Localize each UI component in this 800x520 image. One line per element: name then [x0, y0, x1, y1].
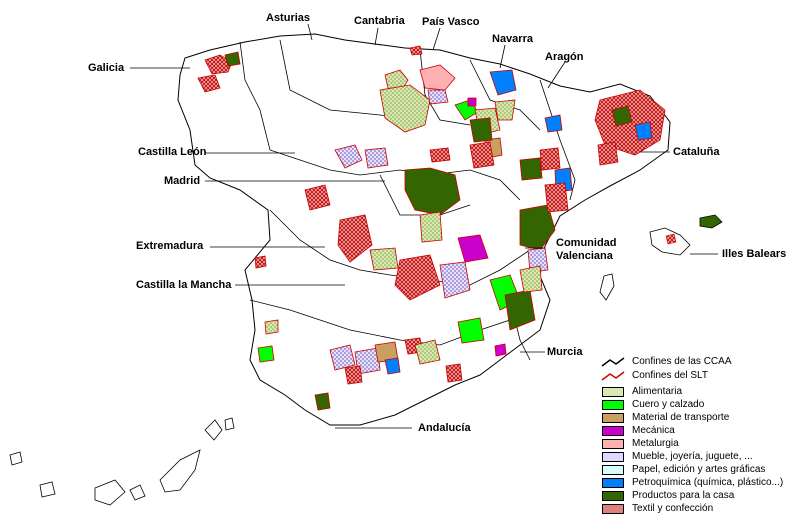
canary-islands [9, 417, 235, 506]
legend-label: Confines de las CCAA [632, 356, 732, 367]
legend-label: Petroquímica (química, plástico...) [632, 477, 784, 488]
label-murcia: Murcia [547, 346, 583, 358]
ccaa-border-icon [601, 357, 625, 367]
label-castilla-leon: Castilla León [138, 146, 207, 158]
legend-label: Textil y confección [632, 503, 714, 514]
label-comunidad-valenciana-text: Comunidad Valenciana [556, 237, 617, 262]
legend-swatch [602, 504, 624, 514]
legend-swatch [602, 426, 624, 436]
legend-swatch [602, 387, 624, 397]
legend-label: Material de transporte [632, 412, 730, 423]
label-cataluna: Cataluña [673, 146, 720, 158]
label-illes-balears: Illes Balears [722, 248, 787, 260]
label-madrid: Madrid [164, 175, 201, 187]
legend-label: Mecánica [632, 425, 675, 436]
label-pais-vasco: País Vasco [422, 16, 480, 28]
legend-swatch [602, 491, 624, 501]
legend-swatch [602, 452, 624, 462]
slt-districts [197, 45, 666, 411]
leader-lines [130, 23, 718, 429]
legend-swatch [602, 400, 624, 410]
label-castilla-mancha: Castilla la Mancha [136, 279, 232, 291]
legend-swatch [602, 439, 624, 449]
label-asturias: Asturias [266, 12, 311, 24]
legend-label: Alimentaria [632, 386, 683, 397]
label-extremadura: Extremadura [136, 240, 204, 252]
legend-label: Metalurgia [632, 438, 679, 449]
balearic-islands [599, 214, 723, 301]
label-aragon: Aragón [545, 51, 584, 63]
legend-label: Cuero y calzado [632, 399, 705, 410]
legend-swatch [602, 478, 624, 488]
legend-label: Mueble, joyería, juguete, ... [632, 451, 753, 462]
legend-label: Confines del SLT [632, 370, 708, 381]
legend-label: Papel, edición y artes gráficas [632, 464, 766, 475]
label-galicia: Galicia [88, 62, 125, 74]
legend-swatch [602, 465, 624, 475]
label-navarra: Navarra [492, 33, 533, 45]
label-andalucia: Andalucía [418, 422, 471, 434]
label-cantabria: Cantabria [354, 15, 405, 27]
legend-swatch [602, 413, 624, 423]
slt-border-icon [601, 371, 625, 381]
legend-label: Productos para la casa [632, 490, 735, 501]
label-comunidad-valenciana: Comunidad Valenciana [556, 237, 636, 263]
